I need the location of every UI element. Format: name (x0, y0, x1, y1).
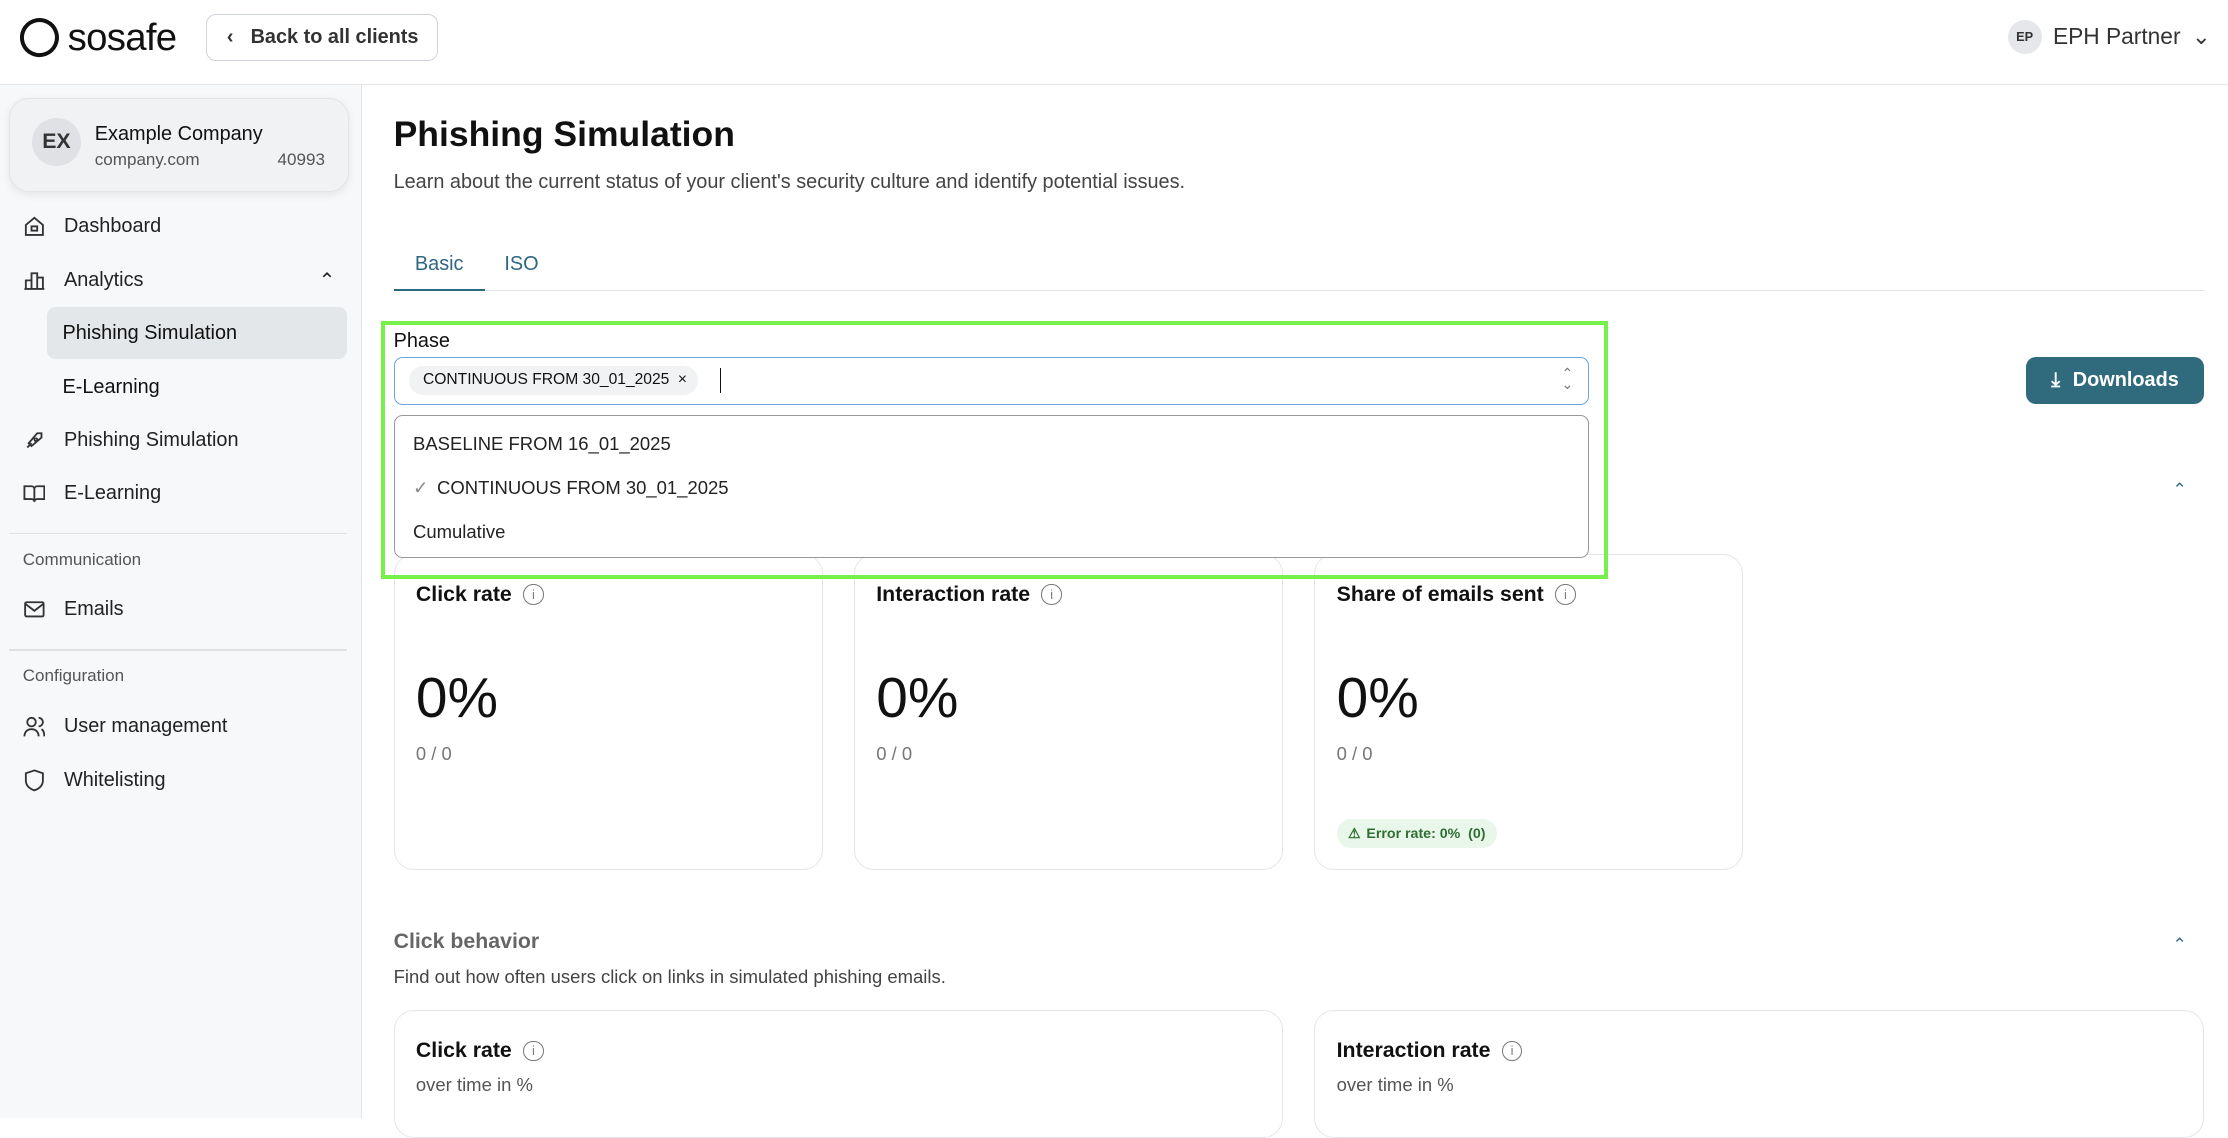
tab-iso[interactable]: ISO (504, 252, 539, 275)
click-rate-chart-card: Click rate i over time in % (393, 1010, 1284, 1138)
logo-icon (14, 12, 65, 63)
mail-icon (23, 601, 45, 618)
sidebar-item-whitelisting[interactable]: Whitelisting (23, 769, 166, 792)
divider (8, 532, 347, 535)
back-to-clients-button[interactable]: ‹ Back to all clients (206, 14, 438, 62)
label: Whitelisting (63, 768, 166, 791)
shield-icon (24, 769, 44, 792)
client-id: 40993 (277, 150, 325, 170)
card-title: Interaction rate (876, 582, 1031, 607)
option-cumulative[interactable]: Cumulative (413, 521, 505, 543)
click-rate-card: Click rate i 0% 0 / 0 (393, 554, 823, 870)
option-label: CONTINUOUS FROM 30_01_2025 (437, 476, 729, 498)
error-rate-badge: ⚠ Error rate: 0% (0) (1336, 819, 1497, 848)
user-menu[interactable]: EP EPH Partner ⌄ (2007, 19, 2211, 54)
collapse-chevron-icon[interactable]: ⌃ (2172, 480, 2187, 500)
label: E-Learning (63, 481, 162, 504)
option-baseline[interactable]: BASELINE FROM 16_01_2025 (413, 433, 671, 455)
chevron-left-icon: ‹ (226, 26, 234, 49)
back-label: Back to all clients (250, 26, 419, 49)
close-icon[interactable]: × (677, 371, 687, 389)
info-icon[interactable]: i (1555, 584, 1576, 605)
user-name: EPH Partner (2052, 23, 2181, 50)
sidebar: EX Example Company company.com 40993 Das… (0, 85, 362, 1119)
interaction-rate-card: Interaction rate i 0% 0 / 0 (853, 554, 1284, 870)
rocket-icon (26, 432, 43, 449)
logo-text: sosafe (67, 15, 177, 59)
downloads-label: Downloads (2072, 368, 2179, 391)
sidebar-item-analytics[interactable]: Analytics ⌃ (23, 269, 336, 293)
interaction-rate-chart-card: Interaction rate i over time in % (1314, 1010, 2204, 1138)
option-label: BASELINE FROM 16_01_2025 (413, 432, 671, 454)
check-icon: ✓ (413, 476, 429, 498)
book-icon (23, 485, 45, 502)
badge-text: Error rate: 0% (0) (1366, 825, 1486, 842)
label: Analytics (63, 269, 144, 292)
card-subtitle: over time in % (415, 1073, 533, 1095)
collapse-chevron-icon[interactable]: ⌃ (2172, 934, 2187, 954)
phase-select[interactable]: CONTINUOUS FROM 30_01_2025 × ⌃ ⌄ (393, 356, 1589, 405)
section-title-click-behavior: Click behavior (393, 929, 540, 954)
top-bar: sosafe ‹ Back to all clients EP EPH Partne… (0, 0, 2228, 85)
client-card[interactable]: EX Example Company company.com 40993 (8, 98, 349, 193)
section-description: Find out how often users click on links … (393, 966, 946, 988)
home-icon (24, 216, 44, 236)
tabs: Basic ISO (393, 242, 2204, 291)
avatar: EP (2007, 19, 2042, 54)
sidebar-item-phishing-simulation[interactable]: Phishing Simulation (23, 429, 239, 452)
info-icon[interactable]: i (1041, 584, 1062, 605)
card-ratio: 0 / 0 (876, 742, 913, 764)
label: Dashboard (63, 214, 162, 237)
warning-icon: ⚠ (1348, 825, 1361, 842)
sosafe-logo[interactable]: sosafe (14, 12, 177, 63)
phase-label: Phase (393, 329, 450, 352)
label: Emails (63, 598, 124, 621)
card-title: Click rate (415, 1038, 512, 1063)
highlight-box (380, 321, 1608, 580)
option-label: Cumulative (413, 521, 506, 543)
chip-label: CONTINUOUS FROM 30_01_2025 (422, 371, 670, 389)
chevron-up-icon: ⌃ (318, 269, 336, 292)
card-title: Interaction rate (1336, 1038, 1491, 1063)
page-title: Phishing Simulation (393, 113, 735, 154)
sidebar-item-emails[interactable]: Emails (23, 598, 124, 621)
card-value: 0% (1336, 666, 1419, 730)
label: User management (63, 714, 228, 737)
share-of-emails-card: Share of emails sent i 0% 0 / 0 ⚠ Error ra… (1314, 554, 1744, 870)
info-icon[interactable]: i (523, 584, 544, 605)
card-value: 0% (415, 666, 499, 730)
client-domain: company.com (94, 150, 200, 170)
section-configuration: Configuration (22, 666, 125, 686)
download-icon: ⤓ (2051, 368, 2060, 391)
card-title: Share of emails sent (1336, 582, 1544, 607)
sidebar-item-user-management[interactable]: User management (23, 714, 228, 738)
sidebar-item-analytics-elearning[interactable]: E-Learning (62, 375, 160, 398)
sidebar-item-analytics-phishing[interactable]: Phishing Simulation (46, 306, 347, 360)
info-icon[interactable]: i (523, 1040, 544, 1061)
client-name: Example Company (94, 123, 263, 146)
card-value: 0% (876, 666, 959, 730)
info-icon[interactable]: i (1501, 1040, 1523, 1061)
downloads-button[interactable]: ⤓ Downloads (2026, 356, 2204, 404)
bar-chart-icon (24, 272, 45, 290)
divider (8, 649, 347, 651)
sidebar-item-dashboard[interactable]: Dashboard (23, 215, 161, 238)
selected-chip: CONTINUOUS FROM 30_01_2025 × (408, 366, 699, 395)
tab-basic[interactable]: Basic (393, 253, 485, 291)
card-title: Click rate (415, 582, 512, 607)
sidebar-item-elearning[interactable]: E-Learning (23, 482, 161, 505)
card-subtitle: over time in % (1336, 1073, 1454, 1095)
users-icon (23, 716, 45, 737)
page-description: Learn about the current status of your c… (393, 170, 1186, 193)
phase-dropdown-menu: BASELINE FROM 16_01_2025 ✓ CONTINUOUS FRO… (393, 414, 1589, 559)
label: Phishing Simulation (63, 429, 239, 452)
client-avatar: EX (32, 117, 81, 166)
card-ratio: 0 / 0 (415, 742, 452, 764)
card-ratio: 0 / 0 (1336, 742, 1373, 764)
option-continuous[interactable]: ✓ CONTINUOUS FROM 30_01_2025 (413, 477, 729, 499)
chevron-down-icon: ⌄ (2191, 23, 2211, 50)
section-communication: Communication (22, 549, 142, 569)
chevron-updown-icon[interactable]: ⌃ ⌄ (1561, 366, 1574, 394)
text-caret (719, 367, 722, 394)
